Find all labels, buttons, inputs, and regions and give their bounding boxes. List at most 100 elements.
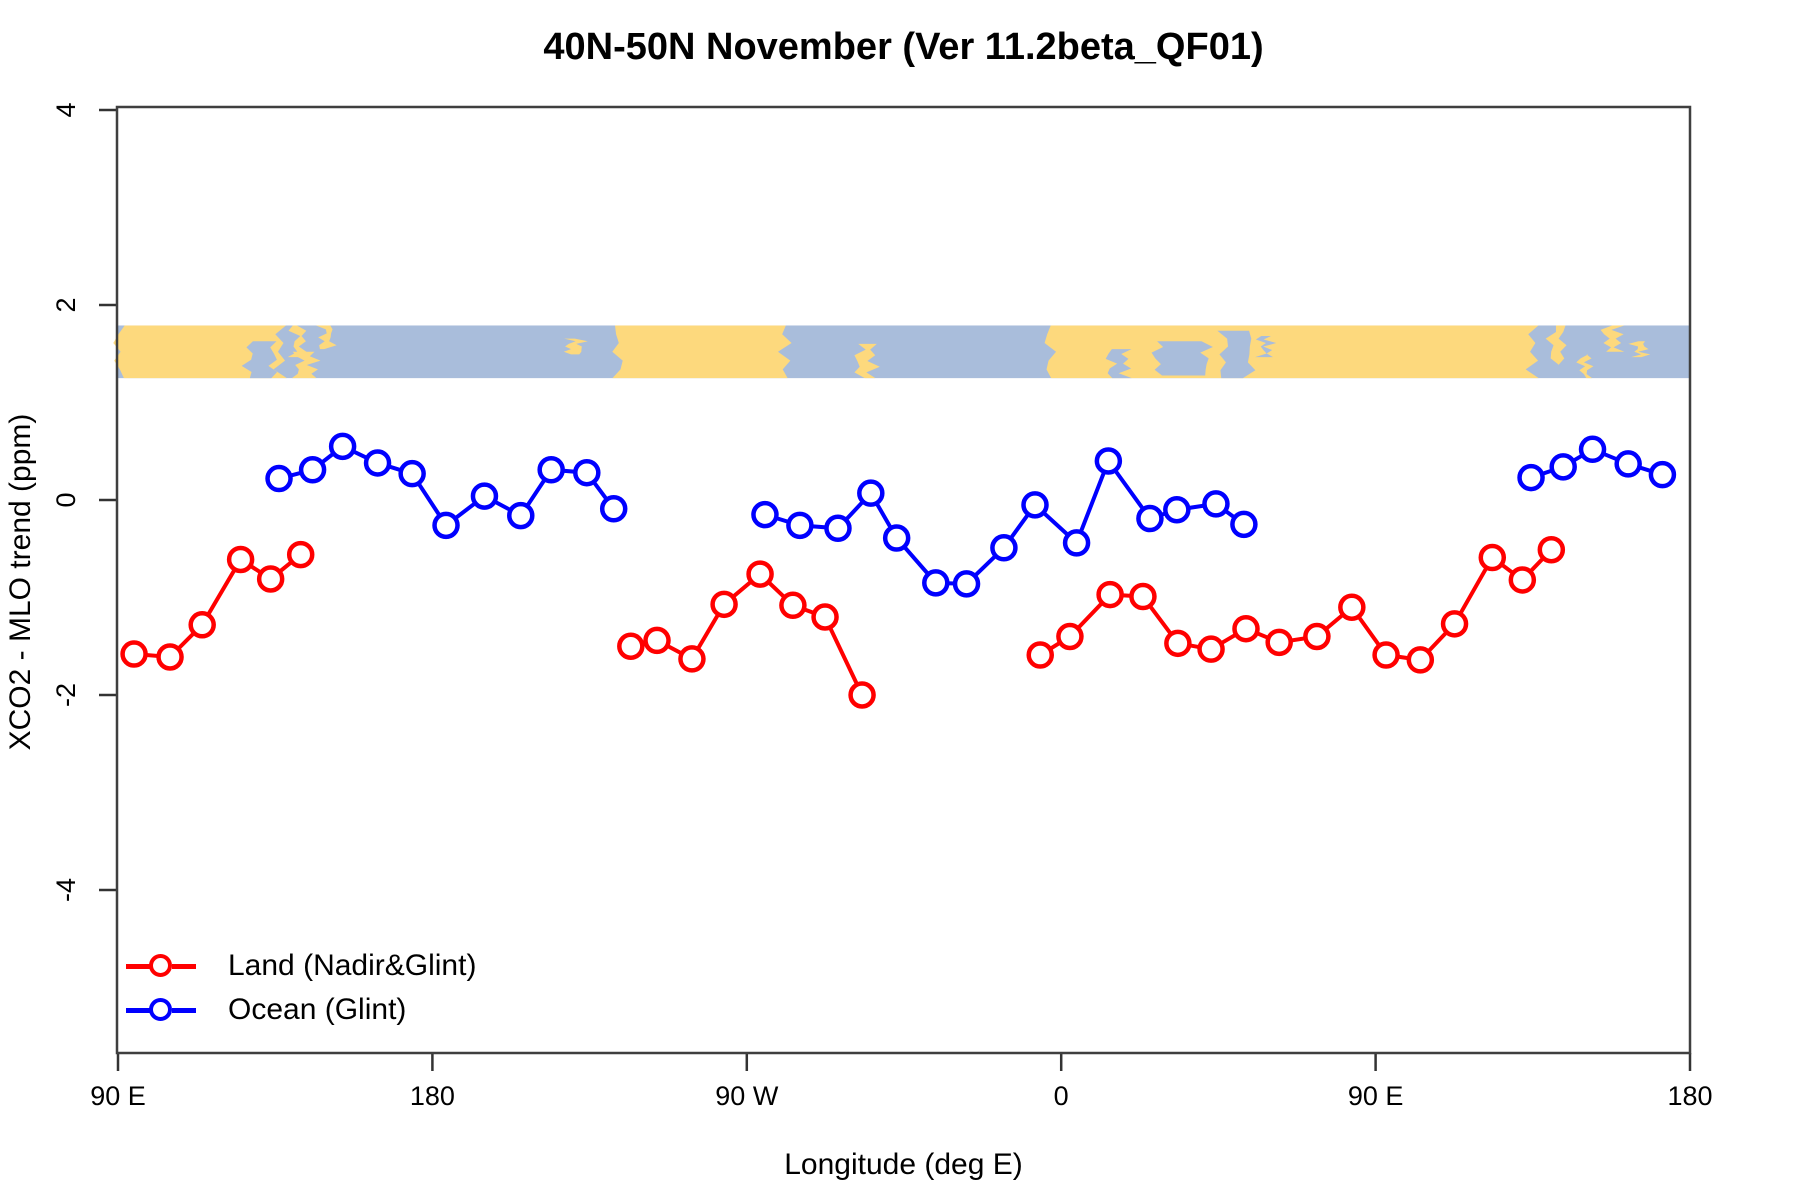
chart-title: 40N-50N November (Ver 11.2beta_QF01) — [543, 26, 1264, 68]
x-tick-label: 90 E — [1348, 1081, 1404, 1111]
land-series-point — [256, 565, 285, 593]
land-series-point — [1440, 610, 1469, 638]
land-series-point — [779, 591, 807, 620]
land-series-line — [1039, 548, 1553, 663]
land-series-point — [746, 560, 774, 588]
land-series-point — [1537, 535, 1566, 564]
land-series-point — [710, 590, 738, 619]
y-tick-label: -2 — [51, 683, 81, 707]
y-axis-title: XCO2 - MLO trend (ppm) — [4, 413, 37, 751]
legend-label-land: Land (Nadir&Glint) — [228, 949, 477, 982]
ocean-series-point — [1094, 447, 1123, 475]
land-series-point — [226, 545, 255, 574]
map-island-patch — [854, 343, 880, 379]
map-island-patch — [316, 325, 337, 350]
legend-line-icon — [126, 1008, 150, 1013]
map-water-patch — [1151, 341, 1213, 376]
land-series-point — [156, 643, 184, 671]
map-water-patch — [1255, 336, 1277, 358]
ocean-series-point — [363, 449, 392, 477]
ocean-series-point — [1163, 496, 1191, 524]
land-series-point — [1026, 641, 1054, 669]
land-series-point — [286, 540, 315, 569]
land-series-point — [1372, 641, 1400, 669]
open-circle-icon — [149, 954, 172, 977]
land-series-point — [678, 645, 706, 673]
ocean-series-point — [470, 482, 499, 510]
map-island-patch — [291, 351, 321, 379]
x-tick-label: 90 E — [90, 1081, 146, 1111]
ocean-series-point — [507, 501, 535, 530]
legend-label-ocean: Ocean (Glint) — [228, 993, 407, 1026]
ocean-series-point — [1517, 463, 1545, 492]
legend-line-icon — [126, 964, 150, 969]
ocean-series-point — [1578, 435, 1607, 464]
map-land-segment — [612, 325, 792, 379]
land-series-point — [811, 603, 839, 631]
map-water-patch — [1105, 349, 1132, 379]
ocean-series-point — [1062, 529, 1091, 557]
ocean-series-swatch — [126, 996, 196, 1024]
land-series-point — [617, 632, 645, 660]
ocean-series-point — [1021, 491, 1049, 519]
land-series-swatch — [126, 952, 196, 980]
land-series-point — [1056, 622, 1084, 651]
legend-line-icon — [172, 1008, 196, 1013]
y-tick-label: 4 — [51, 102, 81, 117]
ocean-series-point — [298, 456, 327, 484]
plot-box — [115, 105, 1692, 1055]
x-tick-label: 180 — [410, 1081, 455, 1111]
ocean-series-point — [265, 464, 293, 493]
ocean-series-point — [398, 459, 426, 488]
land-series-point — [1129, 582, 1157, 611]
land-series-point — [1232, 614, 1260, 643]
ocean-series-point — [1648, 460, 1677, 489]
ocean-series-point — [882, 524, 911, 552]
ocean-series-point — [573, 458, 601, 487]
map-water-patch — [1217, 330, 1256, 379]
ocean-series-point — [824, 514, 852, 543]
land-series-point — [1478, 543, 1507, 572]
land-series-point — [1406, 646, 1435, 674]
ocean-series-point — [952, 570, 981, 598]
map-island-patch — [1545, 325, 1567, 365]
map-island-patch — [563, 338, 588, 355]
ocean-series-point — [537, 456, 565, 484]
ocean-series-point — [786, 511, 814, 540]
ocean-series-point — [1230, 510, 1258, 539]
ocean-series-point — [1614, 450, 1642, 478]
legend-line-icon — [172, 964, 196, 969]
land-series-point — [1338, 593, 1366, 621]
map-water-patch — [241, 341, 278, 379]
land-series-point — [1096, 580, 1124, 609]
map-island-patch — [1628, 341, 1651, 358]
ocean-series-point — [1136, 504, 1164, 533]
open-circle-icon — [149, 998, 172, 1021]
map-island-patch — [1576, 354, 1594, 379]
ocean-series-point — [432, 511, 460, 540]
ocean-series-point — [328, 432, 357, 461]
legend-item-land: Land (Nadir&Glint) — [126, 944, 476, 988]
y-tick-label: -4 — [51, 878, 81, 902]
x-tick-label: 180 — [1667, 1081, 1712, 1111]
land-series-point — [1164, 629, 1192, 658]
land-series-point — [120, 640, 148, 668]
y-tick-label: 2 — [51, 297, 81, 312]
map-island-patch — [287, 325, 307, 358]
land-series-point — [1303, 622, 1331, 651]
map-island-patch — [1600, 325, 1625, 352]
y-tick-label: 0 — [51, 492, 81, 507]
land-series-point — [1508, 566, 1537, 594]
ocean-series-point — [599, 495, 628, 523]
land-series-point — [1265, 628, 1293, 657]
land-series-point — [1197, 635, 1225, 663]
legend: Land (Nadir&Glint) Ocean (Glint) — [126, 944, 476, 1032]
land-series-point — [643, 626, 671, 655]
land-series-point — [188, 611, 216, 639]
x-axis-title: Longitude (deg E) — [784, 1148, 1023, 1181]
x-tick-label: 0 — [1054, 1081, 1069, 1111]
ocean-series-point — [751, 500, 779, 529]
ocean-series-point — [922, 569, 950, 597]
